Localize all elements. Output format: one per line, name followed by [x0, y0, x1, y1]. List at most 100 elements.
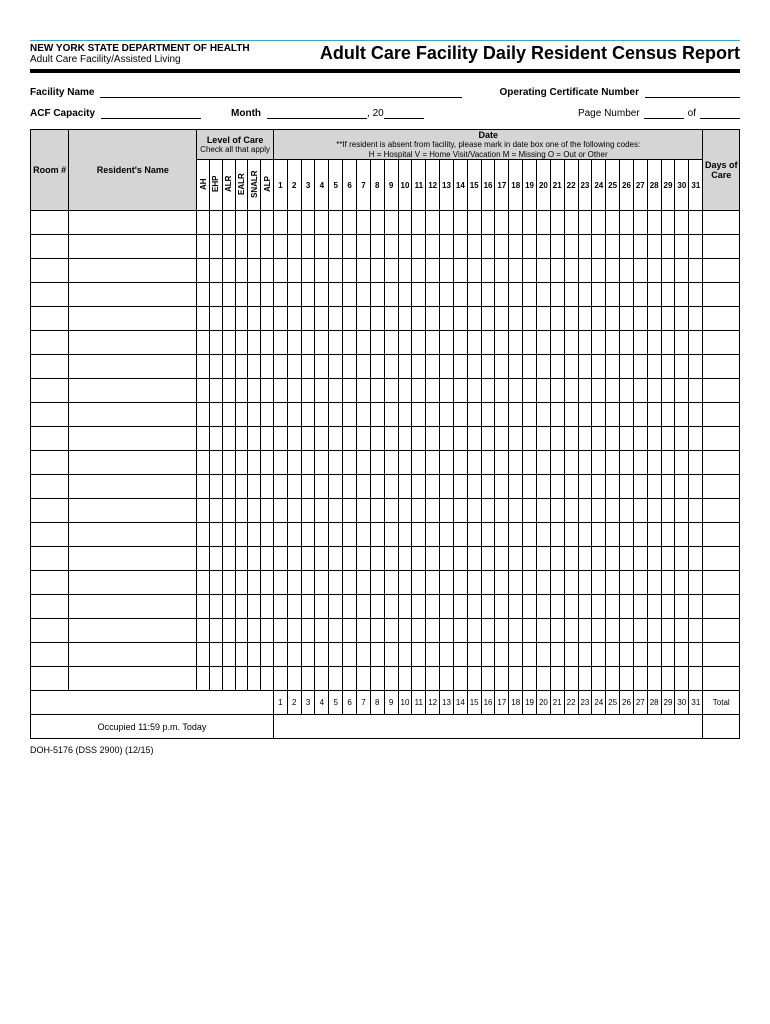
cell[interactable]: [412, 475, 426, 499]
cell[interactable]: [315, 283, 329, 307]
cell[interactable]: [703, 475, 740, 499]
cell[interactable]: [453, 571, 467, 595]
cell[interactable]: [343, 523, 357, 547]
cell[interactable]: [578, 283, 592, 307]
cell[interactable]: [440, 523, 454, 547]
cell[interactable]: [592, 211, 606, 235]
cell[interactable]: [197, 403, 210, 427]
cell[interactable]: [69, 259, 197, 283]
cell[interactable]: [315, 667, 329, 691]
cell[interactable]: [550, 235, 564, 259]
cell[interactable]: [197, 355, 210, 379]
cell[interactable]: [287, 547, 301, 571]
cell[interactable]: [620, 523, 634, 547]
cell[interactable]: [592, 547, 606, 571]
cell[interactable]: [315, 499, 329, 523]
cell[interactable]: [398, 523, 412, 547]
cell[interactable]: [689, 571, 703, 595]
cell[interactable]: [301, 403, 315, 427]
cell[interactable]: [550, 667, 564, 691]
cell[interactable]: [248, 427, 261, 451]
cell[interactable]: [578, 619, 592, 643]
cell[interactable]: [675, 643, 689, 667]
cell[interactable]: [675, 451, 689, 475]
cell[interactable]: [481, 571, 495, 595]
cell[interactable]: [550, 595, 564, 619]
cell[interactable]: [261, 475, 274, 499]
cell[interactable]: [633, 643, 647, 667]
cell[interactable]: [412, 379, 426, 403]
cell[interactable]: [495, 259, 509, 283]
cell[interactable]: [273, 619, 287, 643]
cell[interactable]: [31, 643, 69, 667]
cell[interactable]: [703, 307, 740, 331]
cell[interactable]: [426, 211, 440, 235]
cell[interactable]: [329, 619, 343, 643]
cell[interactable]: [31, 595, 69, 619]
cell[interactable]: [509, 571, 523, 595]
cell[interactable]: [467, 499, 481, 523]
cell[interactable]: [329, 283, 343, 307]
cell[interactable]: [329, 643, 343, 667]
cell[interactable]: [235, 619, 248, 643]
cell[interactable]: [703, 619, 740, 643]
cell[interactable]: [703, 595, 740, 619]
cell[interactable]: [440, 331, 454, 355]
cell[interactable]: [357, 451, 371, 475]
cell[interactable]: [31, 379, 69, 403]
cell[interactable]: [550, 307, 564, 331]
cell[interactable]: [235, 355, 248, 379]
cell[interactable]: [315, 403, 329, 427]
cell[interactable]: [315, 619, 329, 643]
cell[interactable]: [661, 595, 675, 619]
cell[interactable]: [235, 475, 248, 499]
cell[interactable]: [606, 475, 620, 499]
cell[interactable]: [357, 379, 371, 403]
cell[interactable]: [210, 571, 223, 595]
cell[interactable]: [210, 235, 223, 259]
cell[interactable]: [343, 211, 357, 235]
cell[interactable]: [536, 523, 550, 547]
cell[interactable]: [301, 211, 315, 235]
cell[interactable]: [536, 259, 550, 283]
cell[interactable]: [301, 619, 315, 643]
cell[interactable]: [248, 595, 261, 619]
cell[interactable]: [481, 355, 495, 379]
cell[interactable]: [509, 403, 523, 427]
cell[interactable]: [426, 403, 440, 427]
cell[interactable]: [412, 451, 426, 475]
cell[interactable]: [620, 235, 634, 259]
cell[interactable]: [536, 475, 550, 499]
cell[interactable]: [235, 547, 248, 571]
cell[interactable]: [273, 571, 287, 595]
cell[interactable]: [222, 211, 235, 235]
cell[interactable]: [453, 283, 467, 307]
cell[interactable]: [675, 331, 689, 355]
cell[interactable]: [261, 307, 274, 331]
cell[interactable]: [426, 523, 440, 547]
cell[interactable]: [647, 451, 661, 475]
cell[interactable]: [315, 475, 329, 499]
cell[interactable]: [633, 451, 647, 475]
cell[interactable]: [523, 523, 537, 547]
cell[interactable]: [689, 235, 703, 259]
cell[interactable]: [633, 523, 647, 547]
cell[interactable]: [564, 211, 578, 235]
cell[interactable]: [248, 235, 261, 259]
cell[interactable]: [606, 523, 620, 547]
cell[interactable]: [606, 331, 620, 355]
cell[interactable]: [426, 283, 440, 307]
cell[interactable]: [412, 643, 426, 667]
cell[interactable]: [467, 355, 481, 379]
cell[interactable]: [248, 667, 261, 691]
cell[interactable]: [426, 571, 440, 595]
cell[interactable]: [398, 307, 412, 331]
cell[interactable]: [31, 211, 69, 235]
cell[interactable]: [273, 547, 287, 571]
cell[interactable]: [633, 619, 647, 643]
cell[interactable]: [606, 547, 620, 571]
cell[interactable]: [261, 619, 274, 643]
cell[interactable]: [453, 427, 467, 451]
cell[interactable]: [689, 307, 703, 331]
cell[interactable]: [620, 451, 634, 475]
